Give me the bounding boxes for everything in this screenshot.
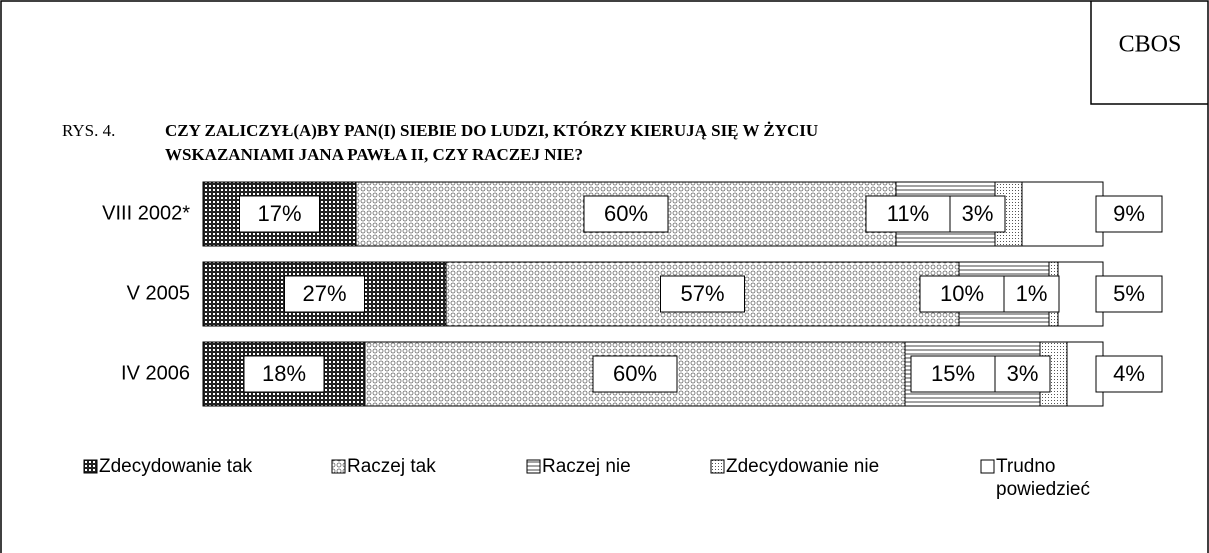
value-label: 9% bbox=[1113, 201, 1145, 226]
value-label: 60% bbox=[613, 361, 657, 386]
brand: CBOS bbox=[1119, 32, 1182, 58]
value-label: 3% bbox=[962, 201, 994, 226]
legend-swatch bbox=[526, 459, 541, 474]
label-box bbox=[1095, 275, 1163, 313]
label-box bbox=[1095, 355, 1163, 393]
legend-swatch bbox=[83, 459, 98, 474]
label-box bbox=[994, 355, 1051, 393]
value-label: 17% bbox=[257, 201, 301, 226]
label-box bbox=[660, 275, 745, 313]
value-label: 4% bbox=[1113, 361, 1145, 386]
label-box bbox=[592, 355, 678, 393]
value-label: 60% bbox=[604, 201, 648, 226]
legend-swatch bbox=[331, 459, 346, 474]
legend-label: Zdecydowanie tak bbox=[99, 456, 253, 477]
value-label: 1% bbox=[1016, 281, 1048, 306]
value-label: 15% bbox=[931, 361, 975, 386]
bar-segment bbox=[1021, 181, 1104, 247]
legend-label: Trudno powiedzieć bbox=[996, 456, 1090, 500]
brand-box bbox=[1090, 1, 1208, 105]
legend-label: Raczej nie bbox=[542, 456, 631, 477]
label-box bbox=[910, 355, 996, 393]
label-box bbox=[1003, 275, 1060, 313]
label-box bbox=[865, 195, 951, 233]
label-box bbox=[949, 195, 1006, 233]
legend-swatch bbox=[980, 459, 995, 474]
legend-swatch bbox=[710, 459, 725, 474]
label-box bbox=[583, 195, 669, 233]
figure-label: RYS. 4. bbox=[62, 121, 115, 140]
value-label: 10% bbox=[940, 281, 984, 306]
y-tick-label: V 2005 bbox=[127, 282, 190, 304]
value-label: 57% bbox=[680, 281, 724, 306]
value-label: 27% bbox=[302, 281, 346, 306]
label-box bbox=[284, 275, 365, 313]
legend-label: Raczej tak bbox=[347, 456, 436, 477]
label-box bbox=[243, 355, 325, 393]
value-label: 11% bbox=[887, 201, 929, 226]
label-box bbox=[239, 195, 320, 233]
value-label: 3% bbox=[1007, 361, 1039, 386]
y-tick-label: IV 2006 bbox=[121, 362, 190, 384]
value-label: 18% bbox=[262, 361, 306, 386]
chart-title: WSKAZANIAMI JANA PAWŁA II, CZY RACZEJ NI… bbox=[165, 145, 583, 164]
legend-label: Zdecydowanie nie bbox=[726, 456, 880, 477]
chart-title: CZY ZALICZYŁ(A)BY PAN(I) SIEBIE DO LUDZI… bbox=[165, 121, 818, 140]
label-box bbox=[1095, 195, 1163, 233]
y-tick-label: VIII 2002* bbox=[102, 202, 190, 224]
value-label: 5% bbox=[1113, 281, 1145, 306]
